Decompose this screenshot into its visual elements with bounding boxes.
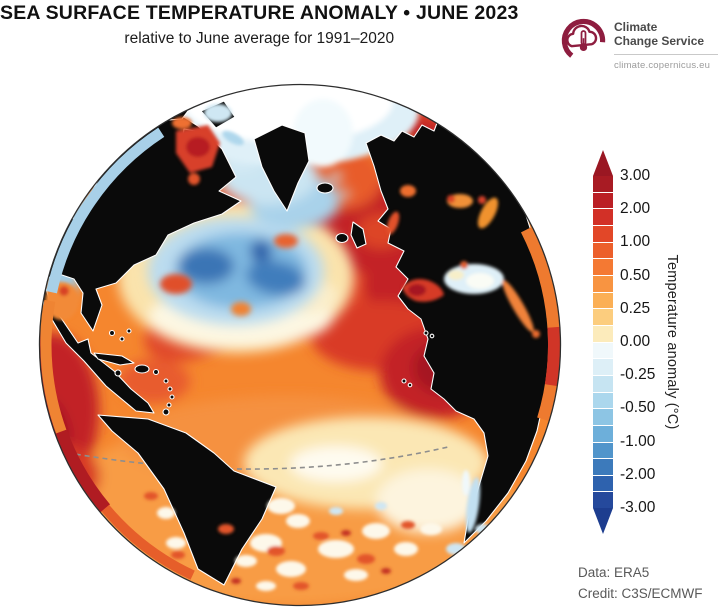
baltic-sea (386, 211, 400, 235)
colorbar-axis-label: Temperature anomaly (°C) (664, 254, 680, 430)
white-sea (400, 185, 416, 197)
caspian-sea (477, 197, 499, 229)
credit-data-source: Data: ERA5 (578, 565, 650, 580)
landmass-great-britain (350, 221, 367, 249)
landmass-iceland (316, 182, 334, 194)
colorbar-segment (593, 259, 613, 275)
page-title: SEA SURFACE TEMPERATURE ANOMALY • JUNE 2… (0, 2, 519, 24)
colorbar-tick-label: -0.50 (620, 399, 656, 417)
colorbar-tick-label: 0.00 (620, 333, 651, 350)
colorbar-segment (593, 459, 613, 475)
copernicus-logo: Climate Change Service climate.copernicu… (558, 8, 718, 71)
southern-ocean-speckles (144, 492, 491, 591)
inland-seas (45, 104, 540, 533)
limb-crescents (40, 85, 560, 605)
colorbar (593, 176, 613, 509)
colorbar-segment (593, 359, 613, 375)
colorbar-tick-label: -1.00 (620, 432, 656, 450)
landmass-ireland (335, 232, 349, 244)
colorbar-segment (593, 342, 613, 359)
colorbar-segment (593, 442, 613, 459)
warm-eddies-in-cool-patch (160, 234, 298, 316)
logo-text: Climate Change Service climate.copernicu… (614, 20, 718, 71)
globe-map (38, 83, 562, 607)
logo-name-line2: Change Service (614, 34, 705, 48)
landmass-south-america (97, 414, 277, 586)
credit-attribution: Credit: C3S/ECMWF (578, 586, 703, 601)
logo-url: climate.copernicus.eu (614, 60, 711, 71)
logo-name-line1: Climate (614, 20, 658, 34)
colorbar-tick-label: 0.25 (620, 299, 651, 317)
colorbar-segment (593, 292, 613, 309)
colorbar-segment (593, 475, 613, 492)
colorbar-segment (593, 375, 613, 392)
colorbar-segment (593, 325, 613, 342)
colorbar-tick-labels: 3.00 2.00 1.00 0.50 0.25 0.00 -0.25 -0.50 -1.00 -… (620, 167, 670, 516)
colorbar-segment (593, 275, 613, 292)
colorbar-arrow-down-icon (593, 508, 613, 534)
colorbar-tick-label: 1.00 (620, 233, 651, 251)
colorbar-segment (593, 225, 613, 242)
colorbar-segment (593, 176, 613, 192)
credits: Data: ERA5 Credit: C3S/ECMWF (578, 562, 703, 604)
colorbar-segment (593, 309, 613, 325)
header: SEA SURFACE TEMPERATURE ANOMALY • JUNE 2… (0, 0, 519, 48)
colorbar-tick-label: -2.00 (620, 465, 656, 483)
landmass-hispaniola (134, 364, 150, 374)
colorbar-segment (593, 492, 613, 509)
colorbar-segment (593, 192, 613, 209)
page-subtitle: relative to June average for 1991–2020 (124, 30, 395, 47)
globe-outline (38, 83, 562, 607)
equator-dashed-line (57, 446, 449, 470)
colorbar-arrow-up-icon (593, 150, 613, 176)
colorbar-segment (593, 409, 613, 425)
colorbar-segment (593, 392, 613, 409)
logo-separator (614, 54, 718, 55)
climate-service-logo-icon (561, 18, 606, 63)
colorbar-tick-label: 0.50 (620, 266, 651, 284)
colorbar-tick-label: -0.25 (620, 366, 656, 384)
colorbar-tick-label: -3.00 (620, 499, 656, 516)
colorbar-tick-label: 2.00 (620, 200, 651, 218)
landmass-greenland (253, 124, 310, 212)
colorbar-segment (593, 425, 613, 442)
red-sea (502, 279, 534, 333)
colorbar-segment (593, 209, 613, 225)
landmass-cuba (93, 352, 135, 366)
benguela-coast (465, 477, 481, 533)
colorbar-tick-label: 3.00 (620, 167, 651, 184)
colorbar-segment (593, 242, 613, 259)
